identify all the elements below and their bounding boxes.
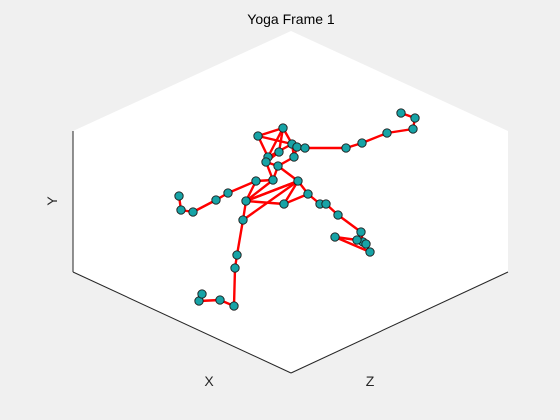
joint-marker-26 <box>279 199 289 209</box>
joint-marker-4 <box>300 143 310 153</box>
bone-48 <box>241 179 300 222</box>
z-axis-label: Z <box>366 373 375 389</box>
joint-marker-9 <box>273 161 283 171</box>
bone-4 <box>256 134 294 146</box>
joint-marker-18 <box>410 113 420 123</box>
joint-marker-34 <box>330 232 340 242</box>
joint-marker-1 <box>278 123 288 133</box>
joint-marker-28 <box>321 199 331 209</box>
joint-marker-40 <box>215 295 225 305</box>
joint-marker-39 <box>229 301 239 311</box>
bone-42 <box>244 199 286 206</box>
joint-marker-35 <box>352 235 362 245</box>
joint-marker-8 <box>289 152 299 162</box>
joint-marker-16 <box>382 128 392 138</box>
bone-38 <box>333 235 372 254</box>
joint-marker-11 <box>251 176 261 186</box>
joint-marker-10 <box>268 175 278 185</box>
axes-box-edge-x <box>72 271 292 374</box>
chart-title: Yoga Frame 1 <box>247 11 335 27</box>
bone-41 <box>244 178 275 203</box>
skeleton-joints <box>174 108 420 311</box>
joint-marker-21 <box>211 195 221 205</box>
joint-marker-23 <box>176 205 186 215</box>
joint-marker-38 <box>230 263 240 273</box>
bone-51 <box>232 266 237 308</box>
joint-marker-12 <box>293 176 303 186</box>
x-axis-label: X <box>204 373 214 389</box>
joint-marker-13 <box>303 189 313 199</box>
bone-6 <box>266 126 285 159</box>
axes-box-edge-z <box>290 271 509 374</box>
joint-marker-17 <box>408 124 418 134</box>
joint-marker-30 <box>356 227 366 237</box>
joint-marker-14 <box>341 143 351 153</box>
joint-marker-24 <box>174 191 184 201</box>
joint-marker-29 <box>333 210 343 220</box>
joint-marker-0 <box>253 131 263 141</box>
bone-34 <box>336 213 363 234</box>
joint-marker-42 <box>197 289 207 299</box>
bone-25 <box>226 179 258 195</box>
joint-marker-37 <box>232 250 242 260</box>
joint-marker-33 <box>365 247 375 257</box>
joint-marker-20 <box>223 188 233 198</box>
joint-marker-3 <box>292 142 302 152</box>
bone-45 <box>244 179 300 203</box>
joint-marker-15 <box>357 138 367 148</box>
joint-marker-7 <box>261 157 271 167</box>
joint-marker-19 <box>396 108 406 118</box>
joint-marker-6 <box>274 147 284 157</box>
joint-marker-32 <box>361 239 371 249</box>
joint-marker-25 <box>241 196 251 206</box>
y-axis-label: Y <box>44 196 60 206</box>
joint-marker-36 <box>238 215 248 225</box>
joint-marker-22 <box>188 207 198 217</box>
bone-49 <box>235 218 245 257</box>
